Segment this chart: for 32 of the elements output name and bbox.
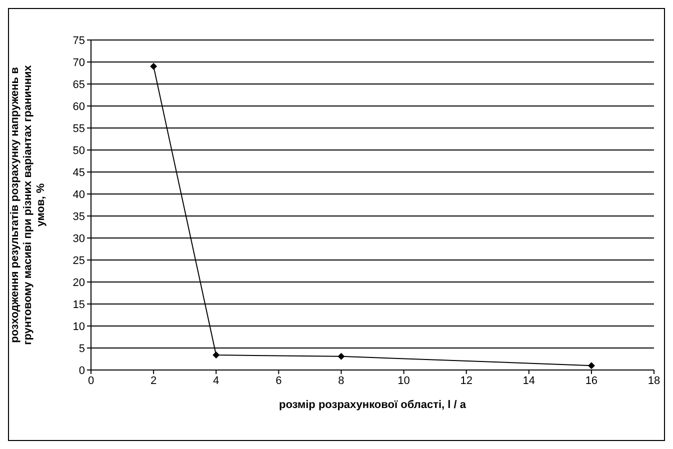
y-tick-label: 55 [72,122,85,135]
y-tick-label: 40 [72,188,85,201]
x-tick-label: 8 [338,374,344,387]
x-tick-label: 6 [276,374,282,387]
y-tick-label: 20 [72,276,85,289]
y-tick-label: 0 [78,364,85,377]
y-axis-title: розходження результатів розрахунку напружень в грунтовому масиві при різних варіантах граничних умов, % [9,64,47,345]
y-tick-label: 25 [72,254,85,267]
x-tick-label: 10 [398,374,410,387]
x-axis-title: розмір розрахункової області, l / a [279,399,467,411]
y-tick-label: 70 [72,56,85,69]
point [588,362,595,370]
x-tick-label: 14 [522,374,536,387]
y-tick-label: 65 [72,78,85,91]
y-tick-label: 45 [72,166,85,179]
y-tick-label: 15 [72,298,85,311]
y-tick-label: 50 [72,144,85,157]
x-tick-label: 12 [460,374,472,387]
x-tick-label: 18 [648,374,660,387]
point [338,352,345,360]
y-tick-label: 5 [78,342,85,355]
x-tick-label: 16 [585,374,598,387]
x-tick-label: 4 [213,374,220,387]
y-tick-label: 10 [72,320,85,333]
point [212,352,220,359]
y-tick-label: 60 [72,100,85,113]
x-tick-label: 0 [88,374,94,387]
point [150,62,158,70]
y-tick-label: 75 [72,34,85,47]
y-tick-label: 35 [72,210,85,223]
x-tick-label: 2 [150,374,157,387]
y-tick-label: 30 [72,232,85,245]
